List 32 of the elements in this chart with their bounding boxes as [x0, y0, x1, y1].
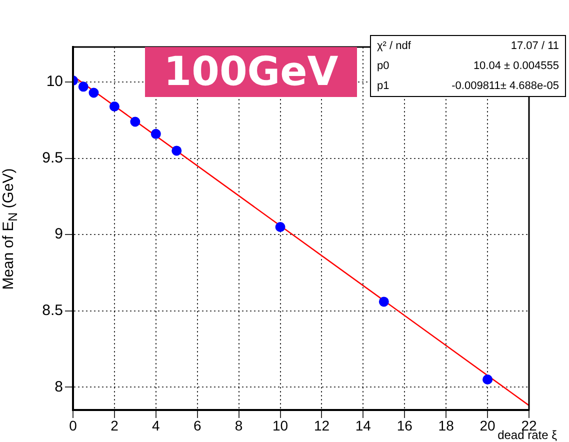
x-tick-label: 14	[355, 417, 372, 434]
point	[109, 101, 120, 112]
point	[78, 82, 88, 92]
x-tick-label: 8	[234, 417, 243, 434]
y-tick-label: 8	[54, 378, 63, 396]
point	[482, 374, 493, 384]
x-tick-label: 12	[314, 417, 330, 434]
x-tick-label: 18	[438, 417, 454, 434]
x-tick-label: 6	[193, 417, 202, 434]
x-tick-label: 20	[480, 417, 496, 434]
annotation: 100GeV	[145, 47, 357, 97]
annotation: χ² / ndf	[377, 40, 411, 52]
x-tick-label: 2	[110, 417, 119, 434]
x-tick-label: 16	[396, 417, 413, 434]
annotation: p0	[377, 60, 390, 72]
annotation: -0.009811± 4.688e-05	[452, 80, 559, 92]
x-tick-label: 10	[272, 417, 288, 434]
y-tick-label: 9	[54, 226, 63, 243]
y-tick-label: 8.5	[42, 302, 63, 319]
point	[130, 116, 140, 127]
annotation: 17.07 / 11	[510, 40, 559, 52]
x-tick-label: 0	[69, 417, 78, 434]
annotation: 10.04 ± 0.004555	[473, 60, 559, 72]
point	[275, 222, 286, 232]
y-tick-label: 10	[46, 73, 63, 90]
point	[378, 296, 389, 307]
point	[88, 88, 99, 98]
point	[172, 146, 182, 156]
x-tick-label: 4	[152, 417, 160, 434]
point	[150, 128, 161, 139]
y-tick-label: 9.5	[42, 149, 63, 166]
annotation: p1	[377, 80, 390, 92]
